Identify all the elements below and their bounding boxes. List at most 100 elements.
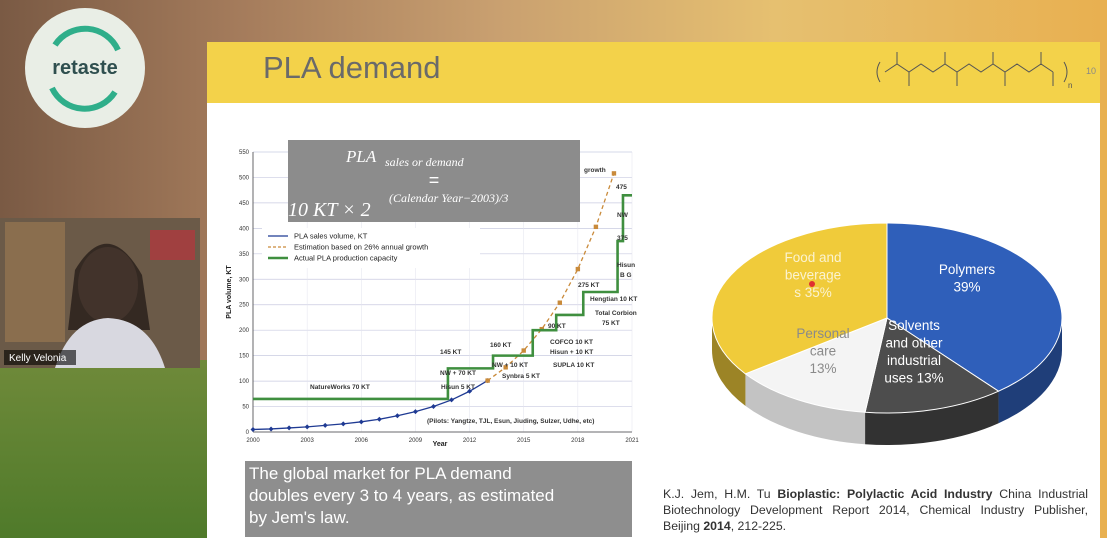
y-tick-label: 300 (239, 277, 250, 283)
y-tick-label: 250 (239, 303, 250, 309)
logo-arrow (49, 86, 118, 112)
chart-annotation: 90 KT (548, 323, 566, 330)
data-point (430, 404, 436, 410)
chemical-structure (876, 52, 1068, 86)
chart-annotation: SUPLA 10 KT (553, 362, 594, 369)
bookshelf (5, 222, 65, 342)
data-point (322, 422, 328, 428)
chart-annotation: Hisun + 10 KT (550, 349, 593, 356)
chart-annotation: 75 KT (602, 320, 620, 327)
logo-text: retaste (52, 57, 118, 79)
legend-box (262, 228, 480, 268)
x-tick-label: 2006 (355, 438, 369, 444)
x-axis-label: Year (433, 441, 448, 448)
y-tick-label: 550 (239, 150, 250, 156)
pie-label: Polymers (939, 262, 996, 277)
y-axis-label: PLA volume, KT (226, 265, 233, 319)
caption-line: The global market for PLA demand (249, 464, 512, 483)
chart-annotation: Total Corbion (595, 310, 637, 317)
pie-label: uses 13% (884, 371, 943, 386)
slide-header (207, 42, 1100, 103)
data-point (304, 424, 310, 430)
data-point (376, 416, 382, 422)
chart-annotation: COFCO 10 KT (550, 339, 593, 346)
pie-label: s 35% (794, 285, 832, 300)
caption-line: by Jem's law. (249, 508, 350, 527)
y-tick-label: 150 (239, 354, 250, 360)
chart-annotation: Synbra 5 KT (502, 373, 540, 380)
pie-slice (864, 317, 1000, 414)
data-point (503, 365, 508, 370)
data-point (340, 421, 346, 427)
data-point (394, 413, 400, 419)
x-tick-label: 2012 (463, 438, 477, 444)
x-tick-label: 2018 (571, 438, 585, 444)
ref-source: China Industrial Biotechnology Developme… (663, 487, 1089, 533)
data-point (575, 266, 581, 272)
y-tick-label: 350 (239, 252, 250, 258)
slide-title: PLA demand (263, 50, 441, 85)
data-point (467, 388, 473, 394)
chart-annotation: B G (620, 272, 632, 279)
y-tick-label: 200 (239, 328, 250, 334)
ref-title: Bioplastic: Polylactic Acid Industry (777, 487, 993, 501)
chart-annotation: Hisun 5 KT (441, 384, 475, 391)
data-point (611, 171, 617, 176)
ref-authors: K.J. Jem, H.M. Tu (663, 487, 778, 501)
y-tick-label: 50 (242, 405, 249, 411)
series-line (487, 173, 615, 382)
pie-label: care (810, 344, 836, 359)
chart-annotation: NW (617, 212, 629, 219)
legend-label: Estimation based on 26% annual growth (294, 243, 428, 252)
structure-subscript: n (1068, 81, 1072, 90)
chart-annotation: NW + 70 KT (440, 370, 476, 377)
ref-year: 2014 (703, 519, 731, 533)
x-tick-label: 2000 (246, 438, 260, 444)
chart-annotation: Hengtian 10 KT (590, 296, 637, 303)
data-point (521, 348, 526, 353)
data-point (412, 409, 418, 415)
formula-eq: = (429, 170, 440, 190)
formula-lhs-sub: sales or demand (385, 155, 465, 169)
data-point (358, 419, 364, 425)
pie-label: industrial (887, 353, 941, 368)
data-point (557, 300, 563, 305)
x-tick-label: 2003 (300, 438, 314, 444)
y-tick-label: 450 (239, 201, 250, 207)
x-tick-label: 2015 (517, 438, 531, 444)
page-number: 10 (1086, 66, 1096, 76)
chart-annotation: Hisun (617, 262, 635, 269)
line-chart: 0 50 100 150 200 250 300 350 400 450 500 550 2000 200… (226, 140, 639, 448)
legend-label: Actual PLA production capacity (294, 254, 398, 263)
chart-annotation: NW + 10 KT (492, 362, 528, 369)
pie-side (998, 318, 1062, 424)
pie-chart: Polymers 39% Solvents and other industrial us… (711, 222, 1063, 445)
y-tick-label: 500 (239, 175, 250, 181)
data-point (250, 426, 256, 432)
y-tick-label: 0 (246, 430, 250, 436)
reference: K.J. Jem, H.M. Tu Bioplastic: Polylactic… (663, 486, 1088, 534)
logo-arrow (52, 25, 121, 52)
data-point (268, 426, 274, 432)
name-tag (4, 350, 76, 365)
person-body (55, 318, 165, 368)
pie-label: Personal (796, 326, 849, 341)
series-line (252, 380, 488, 431)
pie-label: and other (885, 336, 943, 351)
pie-label: Food and (784, 250, 841, 265)
pie-label: Solvents (888, 318, 940, 333)
chart-annotation: NatureWorks 70 KT (310, 384, 370, 391)
pie-slice (886, 222, 1063, 392)
chart-annotation: 375 (617, 235, 628, 242)
y-tick-label: 400 (239, 226, 250, 232)
pointer (809, 281, 815, 287)
pie-label: 13% (809, 361, 836, 376)
y-tick-label: 100 (239, 379, 250, 385)
pie-side (712, 318, 746, 406)
chart-annotation: 475 (616, 184, 627, 191)
data-point (485, 378, 490, 383)
pie-slice (744, 317, 888, 413)
chart-annotation: 145 KT (440, 349, 461, 356)
